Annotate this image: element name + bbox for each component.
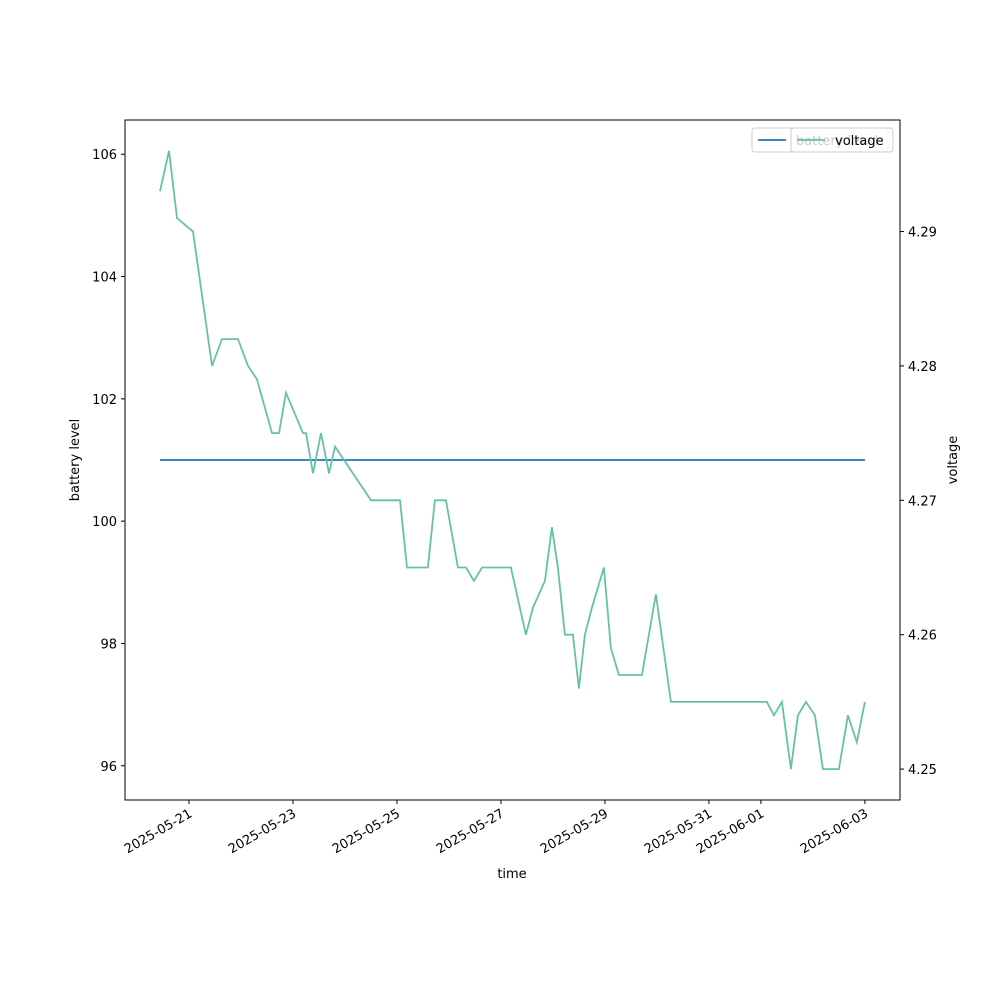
y-tick-label: 98 bbox=[100, 637, 117, 652]
y2-axis-label: voltage bbox=[946, 436, 961, 485]
y-tick-label: 102 bbox=[92, 393, 117, 408]
y2-tick-label: 4.25 bbox=[908, 763, 937, 778]
x-tick-label: 2025-05-25 bbox=[330, 806, 403, 857]
y-tick-label: 96 bbox=[100, 760, 117, 775]
x-tick-label: 2025-05-29 bbox=[538, 806, 611, 857]
y-tick-label: 100 bbox=[92, 515, 117, 530]
x-tick-label: 2025-06-03 bbox=[798, 806, 871, 857]
y-tick-label: 104 bbox=[92, 271, 117, 286]
y2-tick-label: 4.27 bbox=[908, 494, 937, 509]
y2-tick-label: 4.26 bbox=[908, 629, 937, 644]
y-tick-label: 106 bbox=[92, 148, 117, 163]
plot-frame bbox=[124, 119, 901, 801]
legend-box bbox=[790, 127, 894, 153]
legend-label: voltage bbox=[835, 134, 884, 149]
x-tick-label: 2025-05-27 bbox=[434, 806, 507, 857]
y2-tick-label: 4.28 bbox=[908, 360, 937, 375]
y2-tick-label: 4.29 bbox=[908, 226, 937, 241]
series-line bbox=[159, 150, 866, 770]
x-tick-label: 2025-05-21 bbox=[122, 806, 195, 857]
x-axis-label: time bbox=[497, 867, 526, 882]
y-axis-label: battery level bbox=[68, 419, 83, 502]
x-tick-label: 2025-05-23 bbox=[226, 806, 299, 857]
